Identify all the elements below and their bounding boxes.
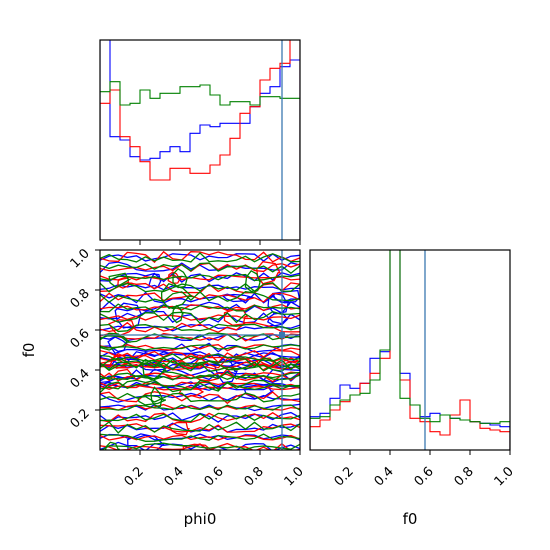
hist-phi0-series	[100, 40, 300, 240]
contour-line-1-22	[100, 274, 300, 281]
x-axis-label-phi0: phi0	[184, 510, 217, 528]
contour-loop-2-5	[142, 359, 168, 381]
contour-loop-2-3	[244, 269, 262, 293]
contour-line-0-13	[100, 351, 300, 364]
tick-label: 0.6	[202, 464, 227, 489]
contour-line-2-6	[100, 381, 300, 394]
hist-f0-frame	[309, 249, 511, 451]
contour-line-2-7	[100, 379, 300, 391]
contour-line-2-21	[100, 273, 300, 282]
tick-label: 0.4	[68, 366, 93, 391]
hist-f0-line-1	[310, 250, 510, 450]
contour-line-1-12	[100, 356, 300, 369]
contour-line-2-14	[100, 344, 300, 351]
contour-line-1-18	[100, 314, 300, 321]
contour-line-1-16	[100, 332, 300, 342]
contour-loop-1-3	[108, 319, 137, 337]
contour-loop-0-3	[107, 336, 131, 355]
tick-label: 0.8	[452, 464, 477, 489]
contour-x-ticks: 0.2 0.4 0.6 0.8 1.0	[122, 450, 307, 489]
contour-line-2-20	[100, 282, 300, 293]
contour-line-2-3	[100, 412, 300, 423]
contour-line-0-21	[100, 284, 300, 291]
contour-line-2-22	[100, 262, 300, 275]
tick-label: 1.0	[492, 464, 517, 489]
contour-line-2-17	[100, 310, 300, 325]
truth-marker	[279, 332, 285, 338]
contour-line-2-16	[100, 323, 300, 333]
contour-loop-2-8	[100, 335, 131, 349]
hist-f0-line-2	[310, 250, 510, 450]
hist-phi0-ticks	[139, 240, 301, 245]
contour-line-2-4	[100, 404, 300, 411]
tick-label: 0.2	[332, 464, 357, 489]
contour-line-1-5	[100, 391, 300, 405]
tick-label: 0.6	[412, 464, 437, 489]
tick-label: 1.0	[282, 464, 307, 489]
tick-label: 0.6	[68, 326, 93, 351]
contour-loop-2-1	[160, 282, 194, 310]
hist-phi0-panel	[99, 39, 301, 245]
hist-phi0-line-1	[100, 40, 300, 240]
hist-f0-panel: 0.2 0.4 0.6 0.8 1.0	[309, 249, 517, 489]
contour-loop-2-4	[150, 386, 164, 408]
contour-line-0-15	[100, 342, 300, 353]
contour-line-2-5	[100, 392, 300, 403]
contour-frame	[99, 249, 301, 451]
contour-line-1-20	[100, 292, 300, 303]
contour-line-2-11	[100, 358, 300, 372]
contour-line-1-14	[100, 349, 300, 360]
hist-f0-series	[310, 250, 510, 450]
contour-line-0-7	[100, 381, 300, 389]
contour-line-2-2	[100, 421, 300, 434]
contour-line-2-1	[100, 433, 300, 442]
hist-phi0-frame	[99, 39, 301, 241]
contour-line-2-12	[100, 357, 300, 368]
contour-series	[100, 250, 300, 450]
contour-line-1-2	[100, 423, 300, 433]
contour-loop-2-9	[104, 441, 120, 450]
contour-line-2-0	[100, 442, 300, 450]
contour-panel: 0.2 0.4 0.6 0.8 1.0 0.2 0.4 0.6 0.8 1.0	[68, 246, 307, 489]
x-axis-label-f0: f0	[403, 510, 418, 528]
contour-line-1-1	[100, 434, 300, 441]
contour-loop-0-7	[127, 433, 166, 450]
contour-y-ticks: 0.2 0.4 0.6 0.8 1.0	[68, 246, 100, 431]
contour-line-2-19	[100, 291, 300, 304]
contour-loop-2-6	[171, 304, 185, 324]
hist-phi0-line-2	[100, 81, 300, 240]
tick-label: 1.0	[68, 246, 93, 271]
contour-loop-2-2	[108, 272, 132, 288]
tick-label: 0.4	[162, 464, 187, 489]
contour-line-0-22	[100, 271, 300, 283]
tick-label: 0.4	[372, 464, 397, 489]
tick-label: 0.2	[122, 464, 147, 489]
contour-line-2-18	[100, 303, 300, 313]
tick-label: 0.8	[68, 286, 93, 311]
hist-phi0-line-0	[100, 40, 300, 240]
tick-label: 0.2	[68, 406, 93, 431]
contour-loop-1-5	[256, 261, 281, 285]
hist-f0-x-ticks: 0.2 0.4 0.6 0.8 1.0	[332, 450, 517, 489]
contour-line-2-23	[100, 252, 300, 263]
contour-line-2-15	[100, 332, 300, 343]
y-axis-label-f0: f0	[20, 343, 38, 358]
contour-line-0-24	[100, 253, 300, 262]
contour-loop-2-7	[172, 267, 189, 289]
contour-loop-1-1	[168, 421, 190, 436]
tick-label: 0.8	[242, 464, 267, 489]
contour-loop-1-2	[117, 277, 133, 289]
contour-line-2-13	[100, 353, 300, 362]
contour-line-2-9	[100, 371, 300, 380]
contour-line-0-2	[100, 422, 300, 433]
